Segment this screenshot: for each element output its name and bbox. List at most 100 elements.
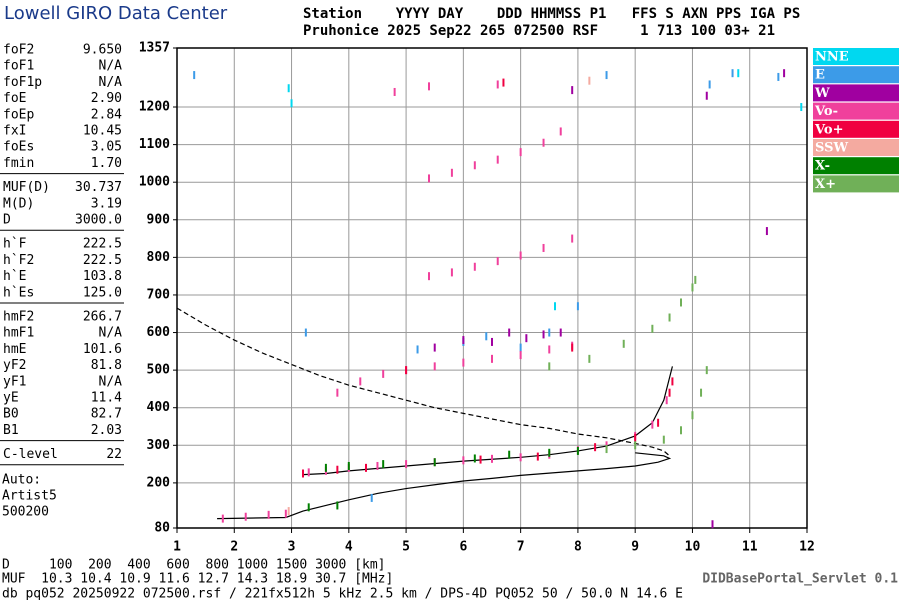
echo: [671, 377, 674, 386]
echo: [605, 71, 608, 80]
echo: [680, 298, 682, 307]
legend-label: Vo+: [814, 122, 843, 137]
echo: [576, 302, 579, 311]
echo: [433, 458, 436, 467]
echo: [519, 343, 522, 352]
echo: [691, 283, 694, 292]
param-value: N/A: [99, 59, 123, 74]
param-value: N/A: [99, 75, 123, 90]
param-value: 3.05: [91, 140, 122, 155]
y-tick-label: 800: [147, 250, 171, 265]
echo: [244, 512, 247, 521]
echo: [651, 324, 654, 333]
muf-row: MUF 10.3 10.4 10.9 11.6 12.7 14.3 18.9 3…: [2, 572, 393, 587]
echo: [267, 510, 270, 519]
echo: [588, 354, 591, 363]
echo: [359, 377, 362, 386]
echo: [336, 388, 339, 397]
echo: [622, 339, 625, 348]
echo: [634, 433, 637, 442]
legend-swatch: [813, 84, 899, 102]
echo: [450, 268, 453, 277]
echo: [428, 174, 430, 183]
legend-swatch: [813, 175, 899, 193]
param-name: h`F: [3, 237, 27, 252]
echo: [304, 328, 307, 337]
y-tick-label: 600: [147, 325, 171, 340]
echo: [694, 275, 697, 284]
y-tick-label: 1000: [139, 175, 170, 190]
echo: [365, 463, 367, 472]
echo: [287, 84, 290, 93]
param-name: h`Es: [3, 285, 34, 300]
echo: [559, 328, 562, 337]
echo: [519, 148, 522, 157]
echo: [307, 503, 310, 512]
legend-swatch: [813, 102, 899, 120]
echo: [347, 461, 350, 470]
echo: [405, 460, 408, 469]
y-tick-label: 300: [147, 438, 171, 453]
echo: [496, 257, 499, 266]
echo: [668, 388, 671, 397]
echo: [668, 313, 671, 322]
echo: [708, 80, 711, 89]
x-tick-label: 9: [631, 540, 639, 555]
param-value: 103.8: [83, 269, 122, 284]
param-name: foF2: [3, 43, 34, 58]
echo: [336, 501, 339, 510]
echo: [605, 445, 608, 454]
echo: [783, 69, 786, 78]
legend-swatch: [813, 157, 899, 175]
echo: [433, 343, 436, 352]
echo: [737, 69, 740, 78]
x-tick-label: 8: [574, 540, 582, 555]
profile-line: [217, 452, 672, 520]
param-name: fmin: [3, 156, 34, 171]
y-tick-label: 400: [147, 400, 171, 415]
param-name: B1: [3, 423, 19, 438]
echo: [290, 99, 293, 108]
param-value: 2.84: [91, 107, 122, 122]
x-tick-label: 1: [173, 540, 181, 555]
echo: [711, 520, 714, 529]
param-name: h`F2: [3, 253, 34, 268]
param-name: B0: [3, 407, 19, 422]
y-tick-label: 1357: [139, 41, 170, 56]
echo: [491, 354, 493, 363]
echo: [496, 155, 499, 164]
echo: [302, 469, 304, 478]
echo: [485, 332, 488, 341]
param-value: 1.70: [91, 156, 122, 171]
param-value: 82.7: [91, 407, 122, 422]
auto-info: 500200: [2, 505, 49, 520]
echo: [508, 450, 511, 459]
echo: [777, 72, 780, 81]
echo: [705, 366, 708, 375]
legend-label: E: [815, 68, 825, 83]
echo: [473, 262, 476, 271]
echo: [634, 441, 637, 450]
legend-swatch: [813, 48, 899, 65]
y-tick-label: 1100: [139, 137, 170, 152]
header-row: Pruhonice 2025 Sep22 265 072500 RSF 1 71…: [303, 23, 775, 39]
y-tick-label: 900: [147, 212, 171, 227]
param-name: M(D): [3, 196, 34, 211]
param-value: 3000.0: [75, 213, 122, 228]
echo: [193, 71, 196, 80]
param-name: foE: [3, 91, 26, 106]
legend-label: NNE: [815, 50, 849, 65]
echo: [336, 465, 339, 474]
param-value: 222.5: [83, 237, 122, 252]
y-tick-label: 700: [147, 287, 171, 302]
echo: [554, 302, 556, 311]
echo: [462, 358, 465, 367]
echo: [525, 334, 528, 343]
param-name: foEp: [3, 107, 34, 122]
param-value: 22: [106, 447, 122, 462]
param-name: h`E: [3, 269, 26, 284]
legend-swatch: [813, 120, 899, 138]
legend-label: Vo-: [814, 104, 838, 119]
echo: [536, 452, 539, 461]
x-tick-label: 5: [402, 540, 410, 555]
